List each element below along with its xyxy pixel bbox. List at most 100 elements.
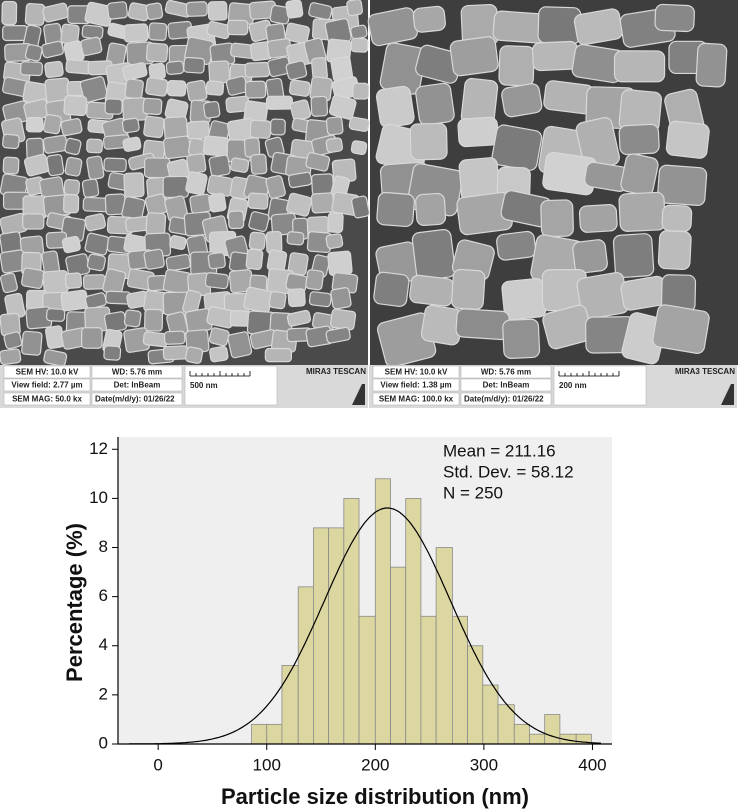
bar xyxy=(313,527,330,745)
particle xyxy=(492,10,546,44)
bar xyxy=(529,733,546,745)
particle xyxy=(186,79,208,103)
particle xyxy=(412,5,446,33)
particle xyxy=(346,0,363,17)
particle xyxy=(143,248,165,270)
particle xyxy=(61,235,81,254)
particle xyxy=(656,164,708,207)
x-axis-title: Particle size distribution (nm) xyxy=(221,784,529,809)
particle xyxy=(63,94,88,117)
particle xyxy=(86,138,103,154)
particle xyxy=(265,95,293,110)
particle xyxy=(42,134,68,154)
particle xyxy=(455,308,510,341)
particle xyxy=(286,192,313,217)
particle xyxy=(208,154,231,178)
particle xyxy=(248,211,270,232)
particle xyxy=(305,269,325,291)
particle xyxy=(531,40,579,72)
particle xyxy=(612,233,655,279)
particle xyxy=(144,308,164,332)
logo xyxy=(352,384,365,405)
particle xyxy=(3,331,23,350)
info-cell xyxy=(460,365,552,379)
particle xyxy=(60,289,89,312)
bar xyxy=(358,615,376,745)
particle xyxy=(325,233,344,250)
brand: MIRA3 TESCAN xyxy=(306,367,366,376)
particle xyxy=(352,82,370,100)
particle xyxy=(498,45,535,87)
info-cell xyxy=(91,392,183,406)
particle xyxy=(449,36,499,77)
info-cell xyxy=(3,365,91,379)
y-tick-label: 0 xyxy=(99,733,108,752)
bar xyxy=(281,665,299,745)
particle xyxy=(82,274,106,290)
particle xyxy=(227,331,253,359)
particle xyxy=(325,137,344,153)
info-cell xyxy=(3,392,91,406)
particle xyxy=(578,203,618,233)
particle xyxy=(350,24,368,40)
particle xyxy=(491,124,543,171)
particle xyxy=(2,133,20,150)
info-text: SEM MAG: 50.0 kx xyxy=(12,395,82,404)
particle xyxy=(457,116,499,148)
particle xyxy=(122,62,148,81)
particle xyxy=(249,119,272,139)
particle xyxy=(350,37,369,53)
scale-label: 500 nm xyxy=(190,381,218,390)
particle xyxy=(22,213,45,230)
info-text: View field: 2.77 µm xyxy=(11,381,82,390)
particle xyxy=(84,232,110,256)
particle xyxy=(250,153,268,175)
particle xyxy=(351,195,370,219)
info-cell xyxy=(372,365,460,379)
particle xyxy=(286,231,305,246)
particle xyxy=(207,252,226,270)
particle xyxy=(81,327,103,349)
particle xyxy=(80,36,103,57)
particle xyxy=(665,120,710,159)
particle xyxy=(305,152,331,172)
particle xyxy=(409,122,448,161)
info-cell xyxy=(460,392,552,406)
particle xyxy=(203,100,221,119)
bar xyxy=(544,714,561,745)
scale-box xyxy=(184,365,278,406)
particle xyxy=(248,231,267,251)
particle xyxy=(123,23,149,43)
particle xyxy=(24,2,46,26)
particle xyxy=(162,268,192,295)
bar xyxy=(374,478,391,745)
particle xyxy=(64,137,82,156)
particle xyxy=(186,120,210,140)
bar xyxy=(328,527,345,745)
particle xyxy=(43,349,68,367)
particle xyxy=(618,191,666,232)
info-text: WD: 5.76 mm xyxy=(481,368,531,377)
particle xyxy=(185,171,208,196)
particle xyxy=(169,235,187,251)
particle xyxy=(284,22,310,45)
particle xyxy=(268,291,287,310)
particle xyxy=(103,345,122,361)
x-tick-label: 100 xyxy=(253,755,281,774)
particle xyxy=(264,347,293,363)
scale-box xyxy=(553,365,647,406)
particle xyxy=(0,348,22,366)
particle xyxy=(64,272,83,289)
particle xyxy=(308,2,333,21)
particle xyxy=(327,212,344,233)
particle xyxy=(189,193,212,214)
particle xyxy=(501,83,543,118)
particle xyxy=(415,192,447,226)
info-bars: SEM HV: 10.0 kV WD: 5.76 mm View field: 2.… xyxy=(0,365,737,408)
info-cell xyxy=(3,378,91,392)
particle xyxy=(143,115,165,139)
x-tick-label: 200 xyxy=(361,755,389,774)
particle xyxy=(208,60,231,84)
particle xyxy=(142,97,163,116)
particle xyxy=(244,80,267,99)
